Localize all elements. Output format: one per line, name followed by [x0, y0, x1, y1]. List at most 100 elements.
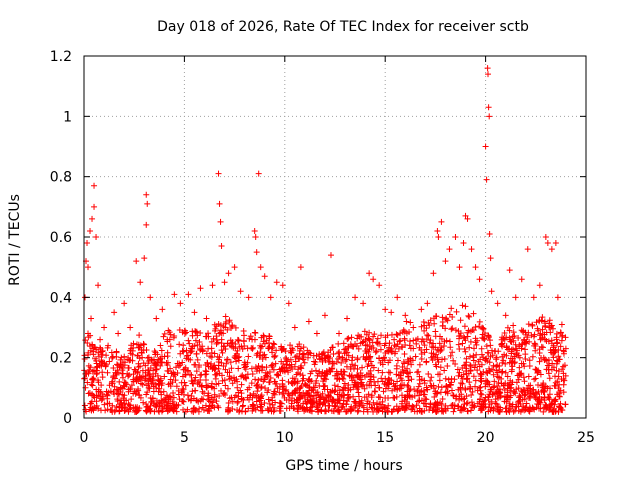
data-point: [545, 394, 552, 401]
data-point: [450, 392, 457, 399]
data-point: [556, 381, 563, 388]
data-point: [158, 391, 165, 398]
data-point: [184, 392, 191, 399]
data-point: [95, 405, 102, 412]
data-point: [291, 405, 298, 412]
data-point: [518, 388, 525, 395]
data-point-peak: [252, 234, 259, 240]
data-point-peak: [554, 294, 561, 301]
data-point: [550, 354, 557, 361]
data-point: [332, 387, 339, 394]
data-point: [478, 378, 485, 385]
data-point: [476, 323, 483, 330]
data-point: [374, 400, 381, 407]
data-point: [298, 362, 305, 369]
data-point: [483, 369, 490, 376]
data-point: [156, 385, 163, 392]
data-point: [99, 390, 106, 397]
data-point: [541, 320, 548, 327]
data-point: [167, 383, 174, 390]
data-point: [345, 387, 352, 394]
data-point: [87, 400, 94, 407]
data-point: [216, 354, 223, 361]
data-point: [362, 355, 369, 362]
data-point: [258, 343, 265, 350]
data-point: [443, 337, 450, 344]
data-point-peak: [327, 252, 334, 259]
data-point: [249, 403, 256, 410]
data-point: [470, 352, 477, 359]
data-point: [381, 342, 388, 349]
data-point: [327, 368, 334, 375]
data-point: [291, 380, 298, 387]
data-point: [440, 342, 447, 349]
data-point: [355, 345, 362, 352]
data-point: [562, 334, 569, 341]
data-point: [398, 385, 405, 392]
data-point: [122, 404, 129, 411]
data-point-peak: [486, 230, 493, 237]
data-point: [416, 397, 423, 404]
data-point: [198, 395, 205, 402]
data-point: [485, 393, 492, 400]
data-point: [142, 373, 149, 380]
data-point: [145, 384, 152, 391]
data-point: [162, 395, 169, 402]
data-point: [449, 314, 456, 321]
data-point-peak: [388, 309, 395, 316]
data-point: [437, 364, 444, 371]
data-point: [308, 368, 315, 375]
data-point-peak: [336, 330, 343, 337]
data-point: [98, 397, 105, 404]
data-point: [219, 377, 226, 384]
data-point: [289, 397, 296, 404]
data-point: [121, 383, 128, 390]
data-point: [357, 369, 364, 376]
data-point: [399, 364, 406, 371]
data-point-peak: [530, 294, 537, 301]
data-point: [418, 323, 425, 330]
data-point: [537, 330, 544, 337]
data-point: [325, 358, 332, 365]
data-point: [99, 351, 106, 358]
data-point: [384, 379, 391, 386]
data-point: [547, 385, 554, 392]
data-point: [132, 376, 139, 383]
data-point-peak: [285, 300, 292, 307]
data-point: [360, 404, 367, 411]
data-point: [492, 390, 499, 397]
data-point: [428, 374, 435, 381]
data-point: [192, 361, 199, 368]
data-point: [295, 355, 302, 362]
data-point: [372, 388, 379, 395]
data-point: [510, 322, 517, 329]
data-point: [494, 383, 501, 390]
data-point: [288, 349, 295, 356]
data-point: [117, 385, 124, 392]
data-point: [326, 366, 333, 373]
data-point-peak: [506, 267, 513, 274]
data-point: [192, 329, 199, 336]
data-point-peak: [121, 300, 128, 307]
data-point: [322, 357, 329, 364]
data-point: [299, 372, 306, 379]
data-point: [229, 380, 236, 387]
data-point: [199, 404, 206, 411]
data-point-peak: [91, 203, 98, 210]
data-point: [241, 364, 248, 371]
data-point: [235, 365, 242, 372]
data-point: [408, 376, 415, 383]
data-point: [495, 348, 502, 355]
data-point: [341, 350, 348, 357]
data-point: [164, 359, 171, 366]
data-point: [145, 371, 152, 378]
data-point: [325, 398, 332, 405]
data-point: [326, 402, 333, 409]
data-point: [298, 383, 305, 390]
data-point: [272, 380, 279, 387]
data-point: [348, 342, 355, 349]
data-point: [485, 334, 492, 341]
data-point: [208, 383, 215, 390]
data-point: [430, 382, 437, 389]
data-point: [412, 353, 419, 360]
